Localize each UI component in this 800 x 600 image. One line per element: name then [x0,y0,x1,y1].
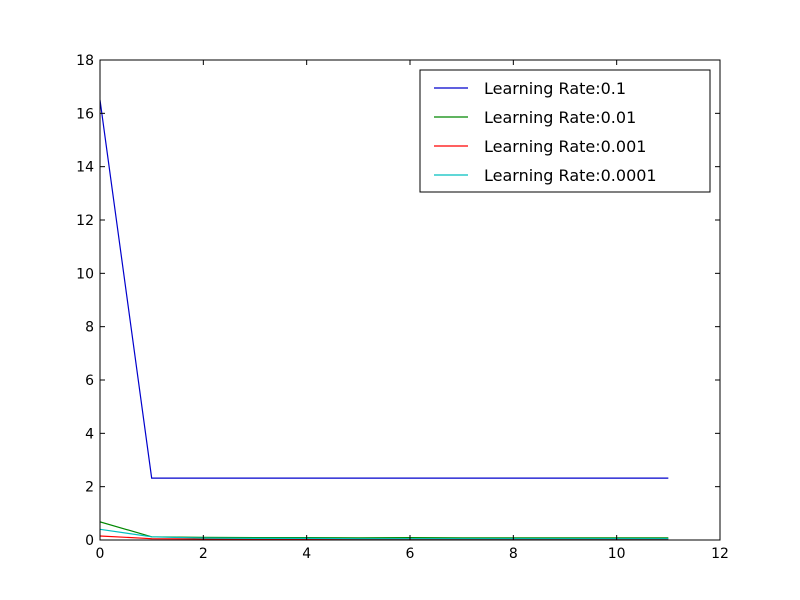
x-tick-label: 10 [608,546,626,562]
y-tick-label: 0 [85,533,94,549]
y-tick-label: 8 [85,320,94,336]
x-tick-label: 6 [406,546,415,562]
x-tick-label: 2 [199,546,208,562]
x-tick-label: 12 [711,546,729,562]
y-tick-label: 18 [76,53,94,69]
series-line-4 [100,528,669,540]
series-group [100,99,669,540]
legend-label-2: Learning Rate:0.01 [484,108,636,127]
axes: 0 2 4 6 8 10 12 0 2 4 6 8 10 12 14 16 18 [76,53,729,562]
series-line-2 [100,521,669,539]
y-tick-label: 10 [76,266,94,282]
y-tick-label: 2 [85,480,94,496]
y-tick-label: 14 [76,160,94,176]
plot-area [100,99,669,540]
y-tick-label: 16 [76,106,94,122]
series-line-1 [100,99,669,479]
y-tick-label: 12 [76,213,94,229]
legend-label-3: Learning Rate:0.001 [484,137,646,156]
legend-label-4: Learning Rate:0.0001 [484,166,657,185]
x-tick-label: 8 [509,546,518,562]
y-tick-label: 6 [85,373,94,389]
legend-box [419,69,711,193]
x-tick-label: 0 [96,546,105,562]
legend-label-1: Learning Rate:0.1 [484,79,626,98]
y-tick-label: 4 [85,426,94,442]
x-tick-label: 4 [302,546,311,562]
legend: Learning Rate:0.1 Learning Rate:0.01 Learn… [419,69,711,193]
